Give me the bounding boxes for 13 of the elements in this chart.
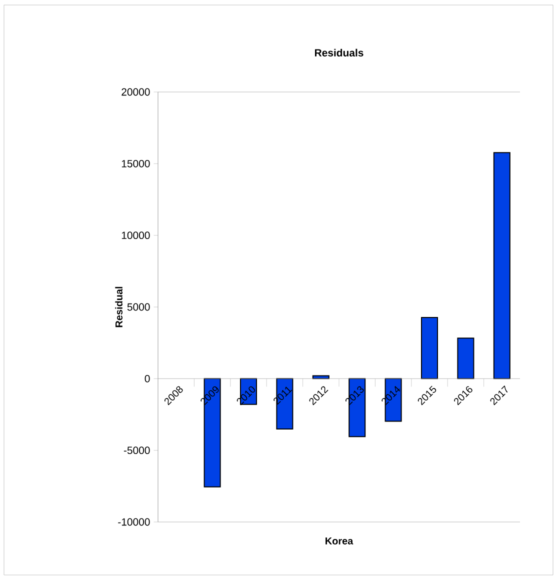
x-axis-title: Korea: [326, 538, 354, 544]
y-tick-label: 15000: [122, 160, 150, 168]
y-tick-label: -5000: [124, 446, 150, 454]
bar: [421, 316, 438, 380]
y-tick-label: 0: [144, 374, 150, 382]
y-tick-label: 10000: [122, 232, 150, 240]
chart-title: Residuals: [314, 48, 364, 56]
bar: [457, 338, 474, 380]
bar: [493, 152, 510, 380]
y-tick-label: 20000: [122, 88, 150, 96]
y-tick-label: 5000: [127, 303, 150, 311]
y-axis-title: Residual: [115, 286, 122, 328]
y-tick-label: -10000: [118, 518, 150, 526]
